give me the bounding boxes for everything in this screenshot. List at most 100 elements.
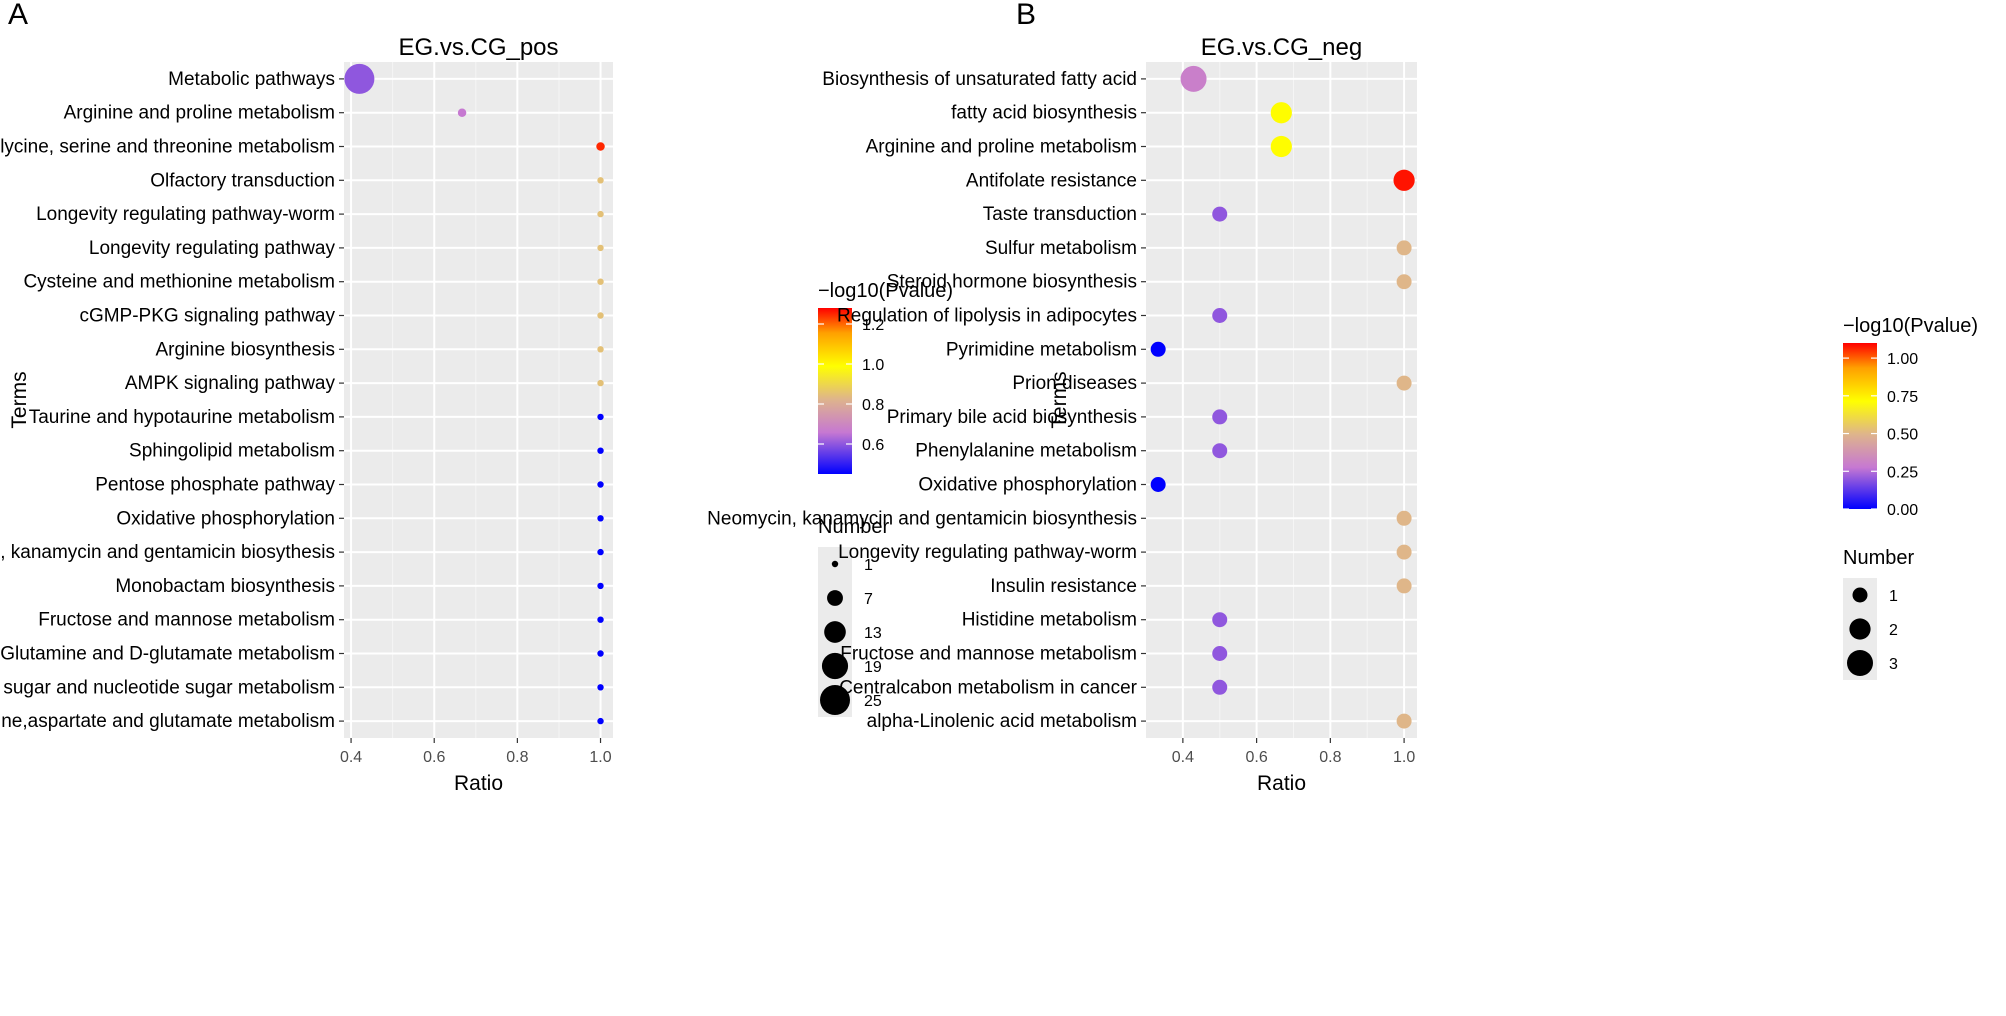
term-label: Arginine and proline metabolism <box>866 137 1137 158</box>
size-legend-label: 3 <box>1889 656 1898 673</box>
size-legend: Number 1 2 3 <box>1843 547 1914 680</box>
data-point <box>1212 645 1228 662</box>
term-label: Cysteine and methionine metabolism <box>23 272 335 293</box>
term-label: Sulfur metabolism <box>985 238 1137 259</box>
data-point <box>597 447 604 454</box>
size-legend-dot <box>827 590 843 606</box>
term-label: Monobactam biosynthesis <box>115 576 335 597</box>
color-bar <box>1843 343 1877 509</box>
x-tick-label: 0.4 <box>340 749 362 766</box>
term-label: Centralcabon metabolism in cancer <box>839 677 1137 698</box>
term-label: Alanine,aspartate and glutamate metaboli… <box>0 711 335 732</box>
color-legend-label: 1.2 <box>862 317 884 334</box>
data-point <box>1396 510 1412 526</box>
term-label: Taste transduction <box>983 204 1137 225</box>
x-tick-label: 0.6 <box>1245 749 1267 766</box>
color-legend-label: 0.50 <box>1887 427 1918 444</box>
term-label: fatty acid biosynthesis <box>951 103 1137 124</box>
data-point <box>597 650 604 657</box>
data-point <box>597 278 604 285</box>
y-axis-title: Terms <box>1048 371 1071 428</box>
size-legend-dot <box>1847 650 1873 676</box>
term-label: Primary bile acid biosynthesis <box>887 407 1137 428</box>
term-label: Glycine, serine and threonine metabolism <box>0 137 335 158</box>
data-point <box>1212 409 1228 425</box>
size-legend-label: 1 <box>864 557 873 574</box>
size-legend-dot <box>824 621 846 643</box>
color-legend-title: −log10(Pvalue) <box>1843 315 1978 337</box>
color-legend: −log10(Pvalue) 1.00 0.75 0.50 0.25 0.00 <box>1843 315 1978 519</box>
term-label: Insulin resistance <box>990 576 1137 597</box>
term-label: Steroid hormone biosynthesis <box>887 272 1137 293</box>
term-label: Phenylalanine metabolism <box>915 441 1137 462</box>
size-legend-dot <box>1852 587 1868 603</box>
data-point <box>597 717 604 725</box>
term-label: Histidine metabolism <box>962 610 1137 631</box>
size-legend-dot <box>831 560 839 568</box>
data-point <box>597 346 604 353</box>
size-legend-label: 19 <box>864 659 882 676</box>
term-label: cGMP-PKG signaling pathway <box>79 306 335 327</box>
term-label: Neomycin, kanamycin and gentamicin biosy… <box>0 542 335 563</box>
data-point <box>1396 544 1412 560</box>
data-point <box>1396 274 1412 290</box>
data-point <box>597 515 604 522</box>
term-label: Oxidative phosphorylation <box>918 475 1137 496</box>
term-label: alpha-Linolenic acid metabolism <box>867 711 1137 732</box>
plot-background <box>344 62 613 738</box>
data-point <box>597 312 604 319</box>
term-label: Longevity regulating pathway-worm <box>36 204 335 225</box>
data-point <box>596 142 605 151</box>
size-legend-label: 13 <box>864 625 882 642</box>
data-point <box>1212 679 1228 695</box>
color-bar <box>818 308 852 474</box>
data-point <box>344 63 375 94</box>
term-label: Olfactory transduction <box>150 170 335 191</box>
data-point <box>1396 713 1412 729</box>
x-axis-title: Ratio <box>454 772 503 795</box>
data-point <box>1396 240 1412 256</box>
chart-title: EG.vs.CG_pos <box>398 34 558 61</box>
size-legend-label: 25 <box>864 693 882 710</box>
term-label: Arginine biosynthesis <box>155 339 335 360</box>
size-legend-label: 7 <box>864 591 873 608</box>
x-tick-label: 0.8 <box>506 749 528 766</box>
term-label: Fructose and mannose metabolism <box>38 610 335 631</box>
panel-b: B EG.vs.CG_neg 0.4 0.6 0.8 1.0 Biosynthesis of… <box>707 0 1978 795</box>
color-legend-label: 0.6 <box>862 437 884 454</box>
data-point <box>1212 443 1228 459</box>
term-label: Oxidative phosphorylation <box>116 508 335 529</box>
term-label: AMPK signaling pathway <box>125 373 336 394</box>
data-point <box>597 481 604 488</box>
term-label: Longevity regulating pathway-worm <box>838 542 1137 563</box>
color-legend-label: 0.00 <box>1887 502 1918 519</box>
term-label: Arginine and proline metabolism <box>64 103 335 124</box>
data-point <box>1393 169 1415 191</box>
size-legend: Number 1 7 13 19 25 <box>818 516 889 717</box>
data-point <box>597 413 604 421</box>
term-label: Biosynthesis of unsaturated fatty acid <box>822 69 1137 90</box>
term-label: Neomycin, kanamycin and gentamicin biosy… <box>707 508 1137 529</box>
color-legend-title: −log10(Pvalue) <box>818 280 953 302</box>
term-label: Pyrimidine metabolism <box>946 339 1137 360</box>
size-legend-title: Number <box>1843 547 1914 569</box>
data-point <box>1180 65 1207 92</box>
color-legend-label: 1.00 <box>1887 351 1918 368</box>
data-point <box>597 379 604 387</box>
data-point <box>1270 135 1292 158</box>
color-legend-label: 0.75 <box>1887 389 1918 406</box>
size-legend-label: 1 <box>1889 588 1898 605</box>
data-point <box>1270 102 1292 124</box>
data-point <box>597 582 604 590</box>
x-axis-title: Ratio <box>1257 772 1306 795</box>
data-point <box>597 177 604 184</box>
panel-a: A EG.vs.CG_pos 0.4 0.6 0.8 1.0 Metabolic pathw… <box>0 0 953 795</box>
color-legend-label: 0.8 <box>862 397 884 414</box>
panel-label: B <box>1016 0 1036 31</box>
data-point <box>597 210 604 218</box>
term-label: Antifolate resistance <box>966 170 1137 191</box>
size-legend-dot <box>821 652 849 680</box>
data-point <box>1212 206 1228 222</box>
data-point <box>1396 578 1412 594</box>
